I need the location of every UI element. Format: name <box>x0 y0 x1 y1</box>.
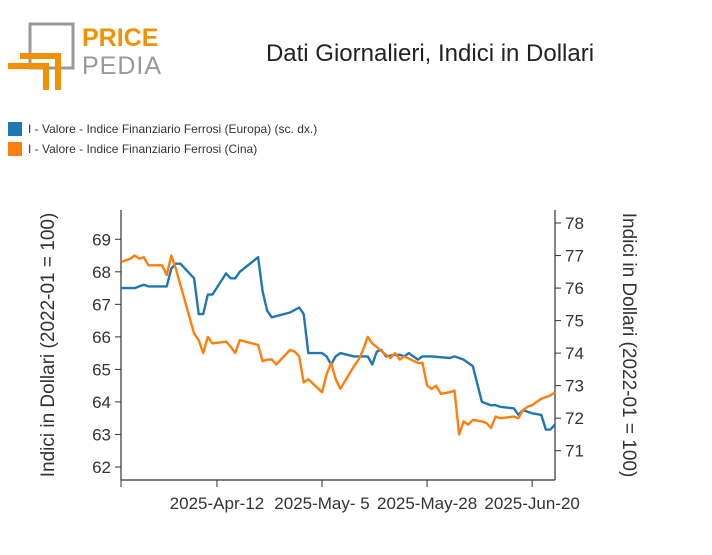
logo-word-price: PRICE <box>82 24 158 52</box>
logo-word-pedia: PEDIA <box>82 52 162 80</box>
logo-bracket-orange-inner <box>20 53 61 90</box>
y-right-tick-label: 73 <box>565 377 584 396</box>
y-left-tick-label: 64 <box>92 393 111 412</box>
legend-label-europe: I - Valore - Indice Finanziario Ferrosi … <box>28 122 318 136</box>
pricepedia-logo: PRICE PEDIA <box>8 22 162 90</box>
chart-title: Dati Giornalieri, Indici in Dollari <box>265 40 595 67</box>
y-right-tick-label: 71 <box>565 442 584 461</box>
y-right-tick-label: 72 <box>565 409 584 428</box>
y-right-tick-label: 74 <box>565 344 584 363</box>
y-left-tick-label: 62 <box>92 458 111 477</box>
legend-swatch-china <box>8 142 22 156</box>
logo-square-gray <box>28 22 75 70</box>
x-tick-label: 2025-May-28 <box>377 494 477 513</box>
series-lines <box>120 254 556 436</box>
x-tick-label: 2025-May- 5 <box>274 494 369 513</box>
logo-bracket-orange-outer <box>8 63 49 90</box>
y-right-tick-label: 75 <box>565 312 584 331</box>
y-right-axis-label: Indici in Dollari (2022-01 = 100) <box>618 213 639 478</box>
y-left-tick-label: 66 <box>92 328 111 347</box>
y-right-tick-label: 76 <box>565 279 584 298</box>
y-left-tick-label: 65 <box>92 360 111 379</box>
x-tick-label: 2025-Jun-20 <box>484 494 579 513</box>
y-left-tick-label: 63 <box>92 425 111 444</box>
legend-item-china[interactable]: I - Valore - Indice Finanziario Ferrosi … <box>8 139 317 159</box>
series-line-china <box>120 254 556 436</box>
legend: I - Valore - Indice Finanziario Ferrosi … <box>8 119 317 159</box>
y-left-tick-label: 68 <box>92 263 111 282</box>
legend-swatch-europe <box>8 122 22 136</box>
axes: 62 63 64 65 66 67 68 69 71 72 73 74 75 76 77 78 2025-Apr… <box>38 210 639 513</box>
y-left-tick-label: 67 <box>92 295 111 314</box>
y-right-tick-label: 77 <box>565 247 584 266</box>
x-tick-label: 2025-Apr-12 <box>170 494 265 513</box>
series-line-europe <box>121 256 556 431</box>
y-left-tick-label: 69 <box>92 230 111 249</box>
y-left-axis-label: Indici in Dollari (2022-01 = 100) <box>38 213 59 478</box>
legend-label-china: I - Valore - Indice Finanziario Ferrosi … <box>28 142 258 156</box>
y-right-tick-label: 78 <box>565 214 584 233</box>
legend-item-europe[interactable]: I - Valore - Indice Finanziario Ferrosi … <box>8 119 317 139</box>
